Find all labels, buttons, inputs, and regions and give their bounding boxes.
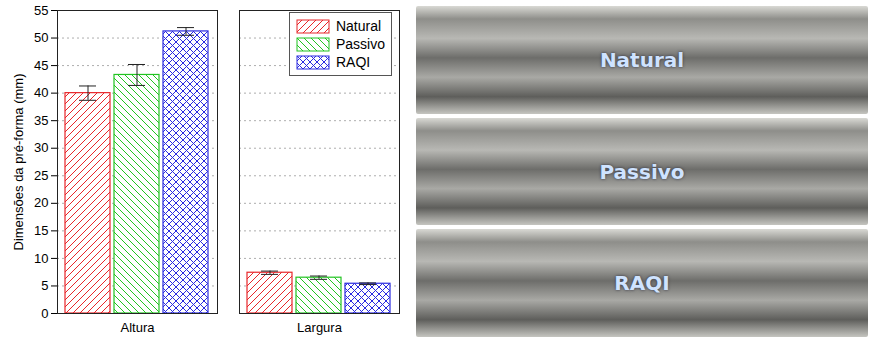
html-text:RAQI: RAQI (336, 54, 371, 70)
svg-text:5: 5 (41, 278, 48, 293)
html-text:Natural: Natural (336, 18, 382, 34)
svg-text:35: 35 (34, 113, 48, 128)
svg-text:55: 55 (34, 3, 48, 18)
svg-text:25: 25 (34, 168, 48, 183)
svg-text:50: 50 (34, 30, 48, 45)
svg-text:Largura: Largura (297, 320, 343, 335)
html-text:Natural: Natural (599, 47, 685, 72)
svg-text:30: 30 (34, 140, 48, 155)
svg-text:20: 20 (34, 195, 48, 210)
html-text:RAQI: RAQI (614, 271, 670, 296)
svg-text:40: 40 (34, 85, 48, 100)
svg-text:15: 15 (34, 223, 48, 238)
html-text:Passivo: Passivo (599, 159, 685, 184)
svg-text:0: 0 (41, 306, 48, 321)
svg-text:Altura: Altura (121, 320, 156, 335)
svg-text:10: 10 (34, 251, 48, 266)
html-text:Passivo: Passivo (336, 36, 385, 52)
svg-text:Dimensões da pré-forma (mm): Dimensões da pré-forma (mm) (11, 74, 26, 251)
svg-text:45: 45 (34, 58, 48, 73)
